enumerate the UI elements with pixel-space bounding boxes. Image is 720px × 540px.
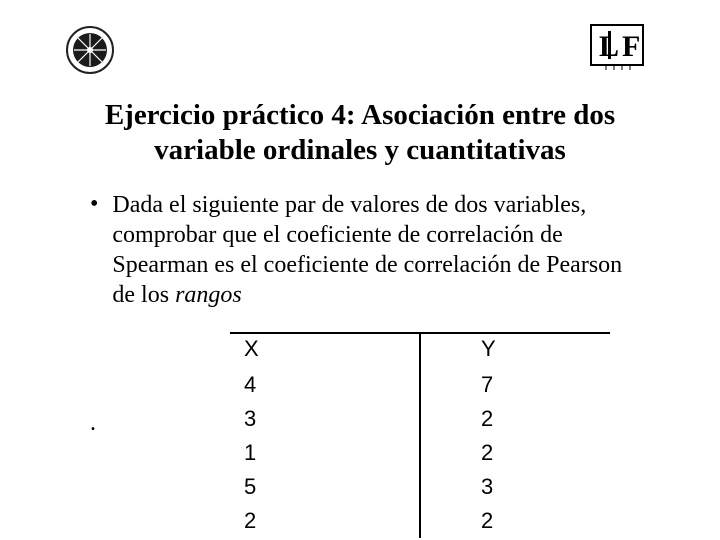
cell-x: 5 — [230, 470, 420, 504]
data-table-wrap: X Y 4 7 3 2 1 2 5 3 2 2 — [230, 332, 610, 538]
cell-y: 7 — [420, 368, 610, 402]
bullet-text: Dada el siguiente par de valores de dos … — [112, 190, 650, 310]
cell-y: 2 — [420, 402, 610, 436]
svg-text:F: F — [622, 30, 640, 63]
col-header-x: X — [230, 333, 420, 368]
cell-y: 3 — [420, 470, 610, 504]
table-row: 1 2 — [230, 436, 610, 470]
col-header-y: Y — [420, 333, 610, 368]
logo-seal-left — [66, 26, 114, 74]
table-header-row: X Y — [230, 333, 610, 368]
table-row: 5 3 — [230, 470, 610, 504]
table-row: 3 2 — [230, 402, 610, 436]
logo-lf-right: L F — [590, 24, 644, 72]
table-row: 2 2 — [230, 504, 610, 538]
bullet-list: • Dada el siguiente par de valores de do… — [0, 190, 720, 310]
stray-period: . — [90, 410, 96, 437]
title-line-1: Ejercicio práctico 4: Asociación entre d… — [80, 98, 640, 133]
bullet-marker: • — [90, 190, 98, 218]
cell-x: 1 — [230, 436, 420, 470]
cell-x: 2 — [230, 504, 420, 538]
table-row: 4 7 — [230, 368, 610, 402]
slide-title: Ejercicio práctico 4: Asociación entre d… — [0, 98, 720, 168]
title-line-2: variable ordinales y cuantitativas — [80, 133, 640, 168]
bullet-text-italic: rangos — [175, 282, 242, 308]
cell-y: 2 — [420, 436, 610, 470]
cell-x: 3 — [230, 402, 420, 436]
data-table: X Y 4 7 3 2 1 2 5 3 2 2 — [230, 332, 610, 538]
cell-x: 4 — [230, 368, 420, 402]
cell-y: 2 — [420, 504, 610, 538]
bullet-item: • Dada el siguiente par de valores de do… — [90, 190, 650, 310]
